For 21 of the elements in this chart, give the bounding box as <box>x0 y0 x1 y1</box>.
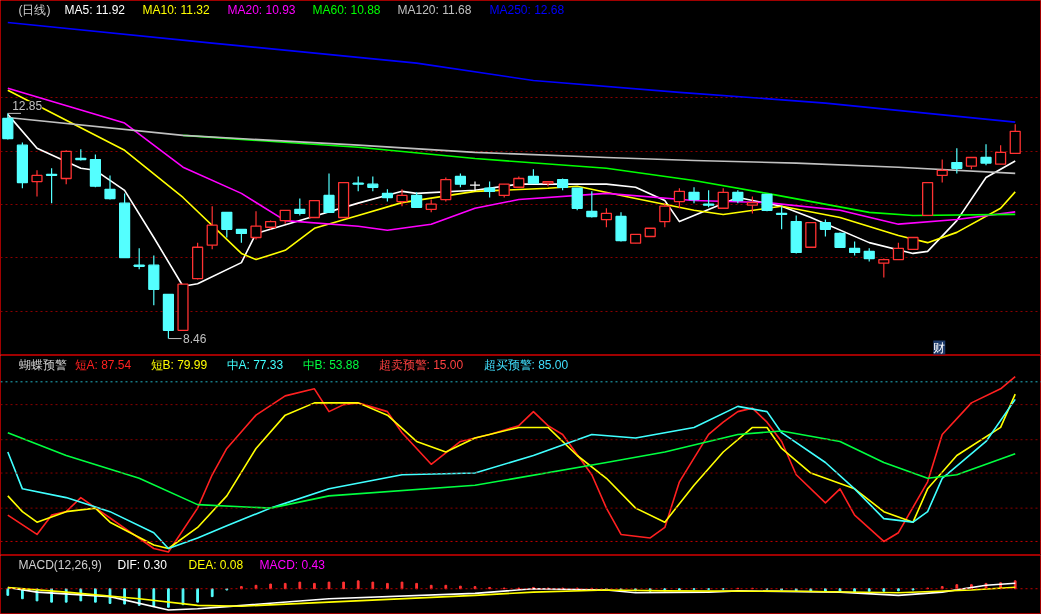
text: 短B: 79.99 <box>150 357 208 372</box>
text: 超卖预警: 15.00 <box>378 357 464 372</box>
text: MA5: 11.92 <box>64 2 126 17</box>
text: 中B: 53.88 <box>302 357 360 372</box>
text: MA120: 11.68 <box>397 2 472 17</box>
annotation: 12.85 <box>12 99 43 114</box>
text: MA250: 12.68 <box>489 2 565 17</box>
annotation: 8.46 <box>183 332 207 347</box>
text: 短A: 87.54 <box>74 357 132 372</box>
chart-title: (日线) <box>18 2 51 17</box>
text: 超买预警: 85.00 <box>483 357 569 372</box>
text: MA10: 11.32 <box>142 2 210 17</box>
annotation: 财 <box>933 340 946 355</box>
text: MA20: 10.93 <box>227 2 296 17</box>
text: DIF: 0.30 <box>117 557 168 572</box>
text: MA60: 10.88 <box>312 2 381 17</box>
text: 中A: 77.33 <box>226 357 284 372</box>
chart-title: 蝴蝶预警 <box>18 357 67 372</box>
chart-title: MACD(12,26,9) <box>18 557 102 572</box>
text: DEA: 0.08 <box>188 557 244 572</box>
series-label: MACD: 0.43 <box>259 557 326 572</box>
